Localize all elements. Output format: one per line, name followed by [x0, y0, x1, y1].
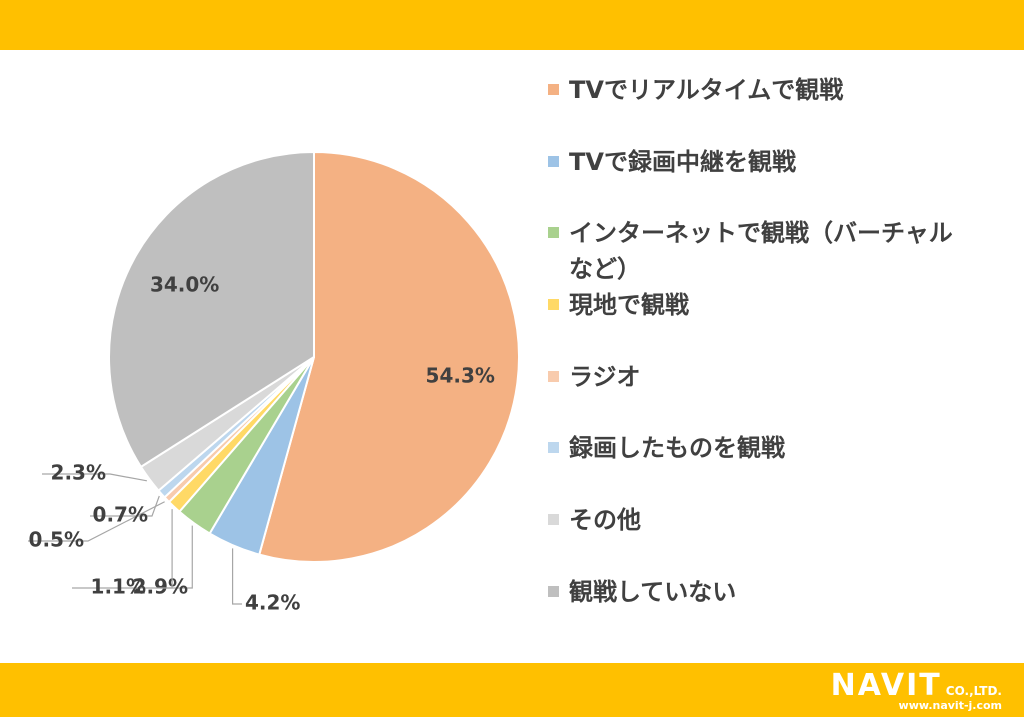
data-label: 34.0% — [150, 272, 219, 296]
legend-label: 録画したものを観戦 — [569, 434, 785, 463]
leader-line — [42, 473, 147, 482]
legend-label: 現地で観戦 — [569, 291, 689, 320]
leader-line — [231, 548, 242, 605]
logo-name: NAVIT — [830, 668, 942, 703]
legend-swatch — [548, 514, 559, 526]
legend-item: 録画したものを観戦 — [545, 430, 975, 502]
legend-label: TVで録画中継を観戦 — [569, 147, 796, 176]
legend-swatch — [548, 84, 559, 95]
data-label: 4.2% — [245, 591, 300, 615]
data-label: 2.3% — [51, 461, 106, 485]
legend-swatch — [548, 227, 559, 239]
logo-url: www.navit-j.com — [898, 699, 1002, 712]
legend-swatch — [548, 299, 559, 311]
leader-line — [28, 501, 165, 542]
legend-label: TVでリアルタイムで観戦 — [569, 76, 844, 104]
data-label: 0.7% — [93, 503, 148, 527]
top-band — [0, 0, 1024, 50]
legend-label: ラジオ — [569, 362, 641, 391]
data-label: 2.9% — [133, 575, 188, 599]
logo-suffix: CO.,LTD. — [945, 684, 1002, 698]
legend-swatch — [548, 370, 559, 382]
data-label: 1.1% — [91, 575, 146, 599]
legend-label: 観戦していない — [569, 577, 737, 606]
legend-item: ラジオ — [545, 359, 975, 431]
leader-line — [90, 495, 160, 517]
data-label: 54.3% — [426, 363, 495, 387]
pie-slice — [258, 150, 520, 563]
legend-swatch — [548, 155, 559, 167]
bottom-band — [0, 663, 1024, 717]
legend-swatch — [548, 585, 559, 597]
legend-item: インターネットで観戦（バーチャルなど） — [545, 215, 975, 287]
legend-label: その他 — [569, 506, 641, 535]
legend-label: インターネットで観戦（バーチャルなど） — [569, 219, 953, 284]
legend-item: TVで録画中継を観戦 — [545, 144, 975, 216]
legend-swatch — [548, 442, 559, 454]
logo: NAVIT CO.,LTD. www.navit-j.com — [831, 668, 1002, 712]
leader-line — [72, 509, 173, 589]
legend-item: その他 — [545, 502, 975, 574]
legend-item: 観戦していない — [545, 574, 975, 646]
data-label: 0.5% — [29, 528, 84, 552]
pie-slice — [108, 150, 315, 469]
legend-item: TVでリアルタイムで観戦 — [545, 72, 975, 144]
chart: 54.3% 4.2% 2.9%1.1% 0.5% 0.7% 2.3% 34.0% — [28, 150, 520, 615]
legend: TVでリアルタイムで観戦 TVで録画中継を観戦インターネットで観戦（バーチャルなど… — [545, 72, 975, 646]
legend-item: 現地で観戦 — [545, 287, 975, 359]
